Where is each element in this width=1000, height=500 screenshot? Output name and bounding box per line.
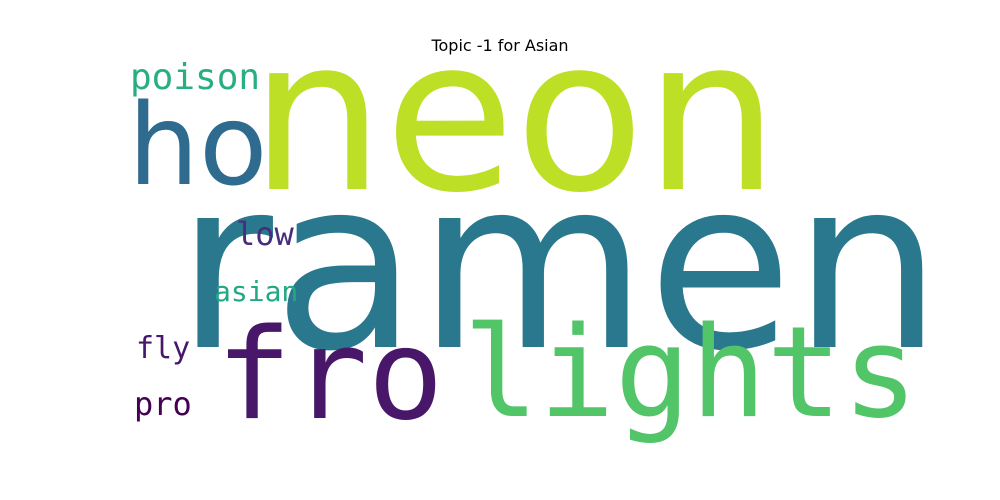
word-low: low	[236, 215, 294, 253]
word-poison: poison	[130, 57, 261, 98]
word-ho: ho	[128, 81, 268, 211]
word-asian: asian	[214, 275, 299, 308]
word-pro: pro	[134, 385, 192, 423]
word-neon: neon	[250, 0, 779, 239]
word-fly: fly	[136, 331, 191, 366]
word-fro: fro	[216, 301, 444, 448]
chart-title: Topic -1 for Asian	[431, 36, 569, 55]
word-ramen: ramen	[176, 128, 943, 403]
word-lights: lights	[463, 299, 919, 446]
